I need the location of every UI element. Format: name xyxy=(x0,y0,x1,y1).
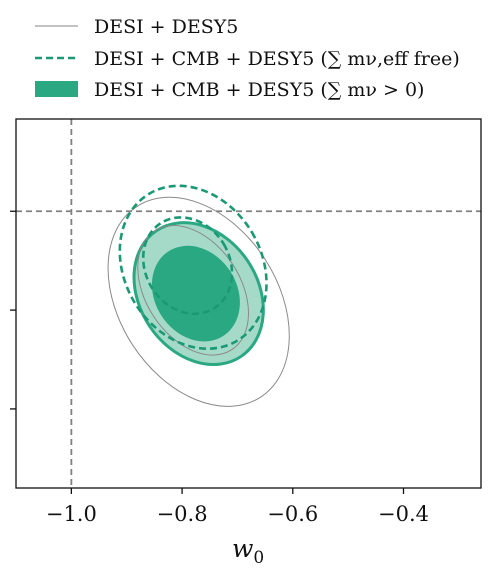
plot-area: −1.0 −0.8 −0.6 −0.4 xyxy=(10,118,482,526)
x-axis-label-subscript: 0 xyxy=(253,548,264,568)
contour-desi-desy5-95 xyxy=(107,196,290,407)
contour-desi-desy5-68 xyxy=(137,225,249,356)
reference-lines xyxy=(16,119,481,488)
x-tick-label: −0.8 xyxy=(157,502,208,526)
legend-label-nu-eff-free: DESI + CMB + DESY5 (∑ mν,eff free) xyxy=(94,48,460,70)
plot-frame xyxy=(15,118,482,489)
contours xyxy=(107,184,290,407)
y-axis-ticks xyxy=(10,210,16,410)
legend-label-nu-positive: DESI + CMB + DESY5 (∑ mν > 0) xyxy=(94,79,424,101)
contour-nu-eff-free-95 xyxy=(118,184,268,350)
x-tick-label: −0.6 xyxy=(267,502,318,526)
x-axis-label-base: w xyxy=(232,534,253,563)
legend-swatch-nu-positive xyxy=(35,81,78,97)
x-axis-ticks: −1.0 −0.8 −0.6 −0.4 xyxy=(46,488,429,526)
legend-label-desi-desy5: DESI + DESY5 xyxy=(94,16,238,38)
x-tick-label: −1.0 xyxy=(46,502,97,526)
legend: DESI + DESY5 DESI + CMB + DESY5 (∑ mν,ef… xyxy=(35,16,460,101)
contour-nu-eff-free-68 xyxy=(141,216,234,316)
contour-nu-positive-68 xyxy=(151,245,240,342)
x-tick-label: −0.4 xyxy=(378,502,429,526)
x-axis-label: w0 xyxy=(232,534,264,568)
